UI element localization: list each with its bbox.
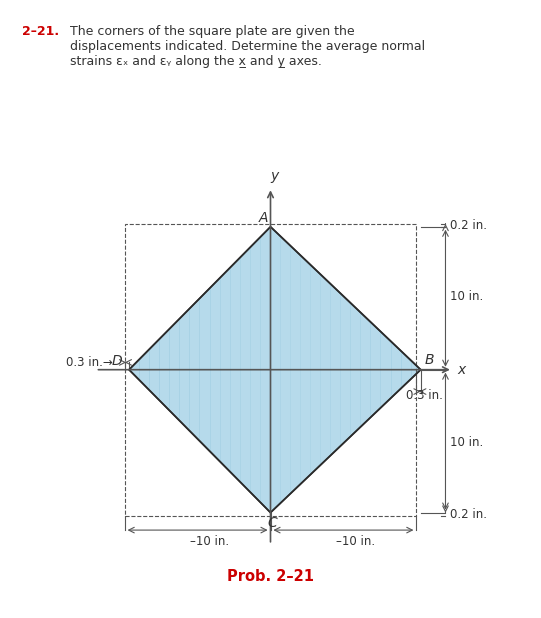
Text: Prob. 2–21: Prob. 2–21 xyxy=(227,569,314,584)
Text: 0.3 in.→: 0.3 in.→ xyxy=(67,356,113,369)
Text: 0.2 in.: 0.2 in. xyxy=(450,219,487,232)
Text: B: B xyxy=(425,353,434,367)
Text: D: D xyxy=(111,354,122,368)
Text: –10 in.: –10 in. xyxy=(336,535,375,548)
Text: C: C xyxy=(268,516,278,530)
Text: The corners of the square plate are given the
displacements indicated. Determine: The corners of the square plate are give… xyxy=(70,25,425,68)
Text: 0.3 in.: 0.3 in. xyxy=(406,389,443,402)
Text: x: x xyxy=(457,363,465,377)
Text: 0.2 in.: 0.2 in. xyxy=(450,507,487,520)
Text: 10 in.: 10 in. xyxy=(450,290,483,303)
Polygon shape xyxy=(129,227,421,512)
Text: y: y xyxy=(270,169,279,183)
Text: 2–21.: 2–21. xyxy=(22,25,59,38)
Text: A: A xyxy=(259,211,268,226)
Text: 10 in.: 10 in. xyxy=(450,436,483,449)
Text: –10 in.: –10 in. xyxy=(190,535,229,548)
